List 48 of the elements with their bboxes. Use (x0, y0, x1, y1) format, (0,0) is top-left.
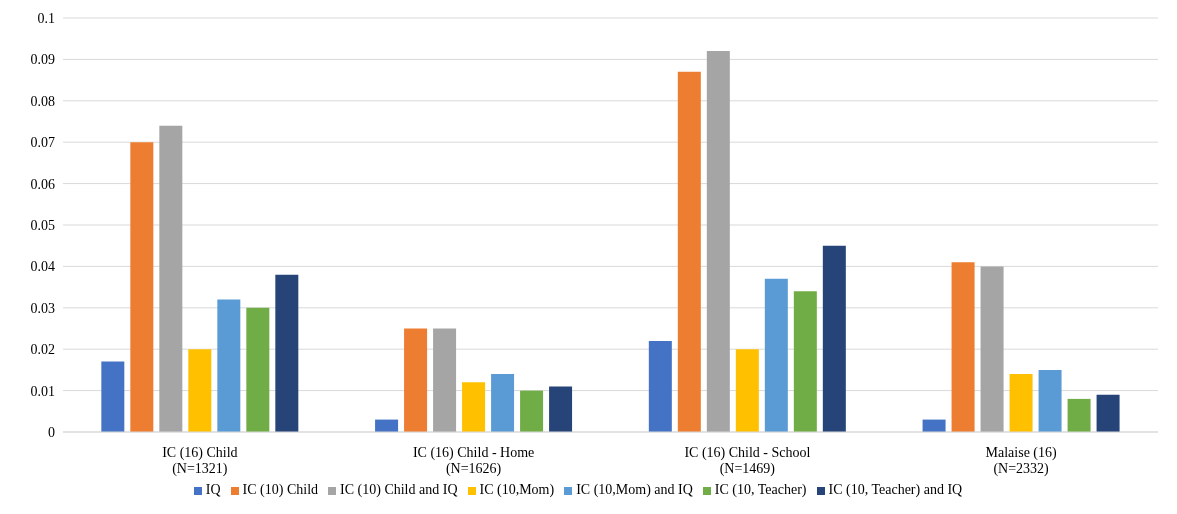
x-tick-label: IC (16) Child - Home (N=1626) (412, 445, 535, 477)
legend-label: IC (10) Child (242, 482, 319, 497)
bar (648, 340, 672, 432)
bar (101, 361, 125, 432)
bar (246, 307, 270, 432)
bar (1096, 394, 1120, 432)
y-tick-label: 0.1 (37, 10, 55, 26)
bar (433, 328, 457, 432)
y-tick-label: 0.01 (30, 383, 55, 399)
bar (764, 278, 788, 432)
y-tick-label: 0 (48, 424, 55, 440)
bar (980, 266, 1004, 432)
bar (404, 328, 428, 432)
bar (1067, 398, 1091, 432)
bar (491, 374, 515, 432)
x-tick-label: IC (16) Child - School (N=1469) (684, 445, 811, 477)
y-tick-label: 0.06 (30, 176, 55, 192)
y-tick-label: 0.07 (30, 135, 55, 151)
bar (188, 349, 212, 432)
y-tick-label: 0.03 (30, 300, 55, 316)
y-tick-label: 0.05 (30, 217, 55, 233)
y-tick-label: 0.04 (30, 259, 55, 275)
bar (1009, 374, 1033, 432)
bar (159, 125, 183, 432)
legend-label: IC (10,Mom) and IQ (576, 482, 693, 497)
bar (951, 262, 975, 432)
x-tick-label: IC (16) Child (N=1321) (162, 445, 238, 477)
bar (217, 299, 241, 432)
y-tick-label: 0.08 (30, 93, 55, 109)
bar (275, 274, 299, 432)
y-tick-label: 0.09 (30, 52, 55, 68)
bar (822, 245, 846, 432)
bar (793, 291, 817, 432)
y-tick-label: 0.02 (30, 342, 55, 358)
bar (1038, 369, 1062, 432)
legend-label: IC (10, Teacher) (714, 482, 807, 497)
bar (130, 142, 154, 432)
legend-label: IQ (205, 482, 221, 497)
bar (677, 71, 701, 432)
bar (706, 51, 730, 432)
bar (735, 349, 759, 432)
bar (462, 382, 486, 432)
bar (520, 390, 544, 432)
legend-label: IC (10, Teacher) and IQ (828, 482, 963, 497)
legend-label: IC (10) Child and IQ (340, 482, 458, 497)
bar (549, 386, 573, 432)
x-tick-label: Malaise (16) (N=2332) (985, 445, 1058, 477)
legend-label: IC (10,Mom) (479, 482, 555, 497)
